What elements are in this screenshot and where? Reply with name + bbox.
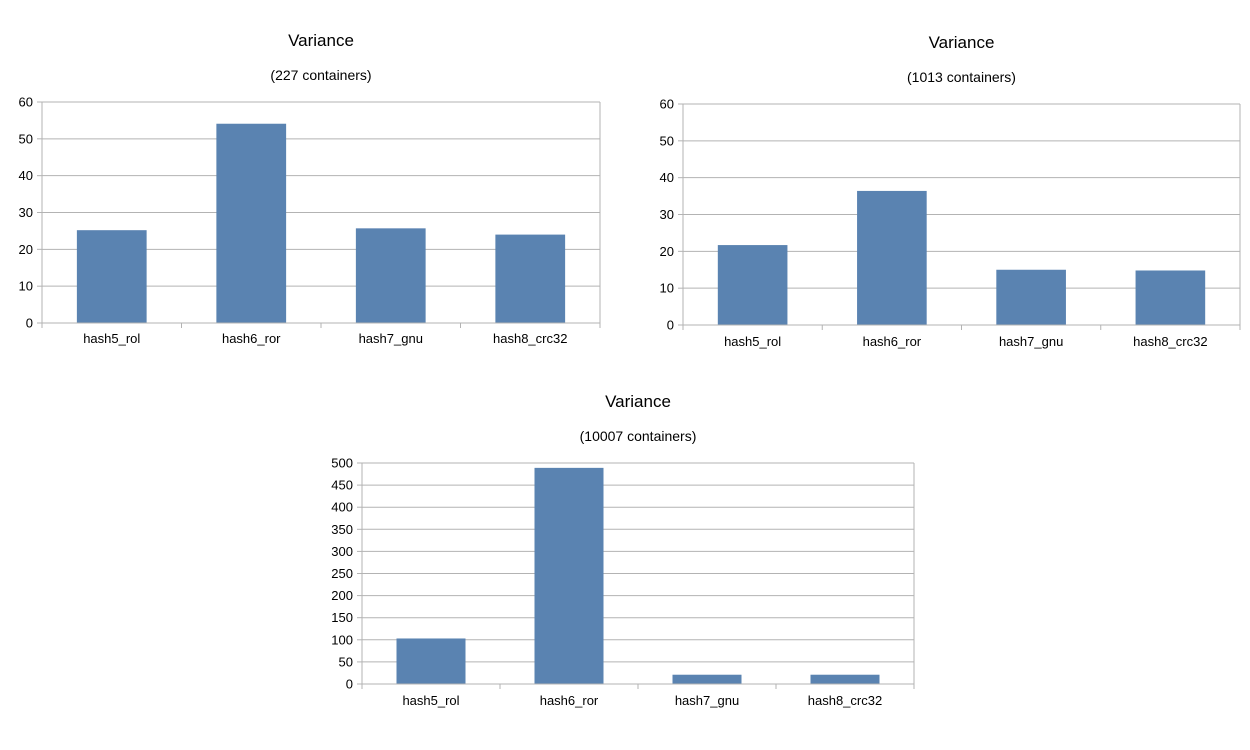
chart-1: Variance (227 containers) 0 10 20 30 40 50 60 has…: [19, 31, 601, 346]
bar-hash6_ror: [534, 467, 604, 684]
x-tick-label: hash5_rol: [83, 331, 140, 346]
y-tick-label: 20: [660, 244, 674, 259]
bar-hash7_gnu: [355, 228, 426, 323]
y-tick-label: 200: [331, 588, 353, 603]
chart-subtitle: (1013 containers): [907, 69, 1016, 85]
chart-title: Variance: [288, 31, 354, 50]
bar-hash5_rol: [396, 638, 466, 684]
x-tick-label: hash7_gnu: [675, 693, 739, 708]
bar-hash8_crc32: [1135, 270, 1206, 325]
y-tick-label: 30: [660, 207, 674, 222]
y-tick-label: 100: [331, 632, 353, 647]
bar-hash7_gnu: [996, 269, 1066, 325]
bar-hash8_crc32: [495, 234, 566, 323]
y-tick-label: 150: [331, 610, 353, 625]
y-tick-label: 20: [19, 242, 33, 257]
bar-hash8_crc32: [810, 674, 880, 684]
y-tick-label: 60: [660, 97, 674, 112]
y-tick-label: 10: [660, 281, 674, 296]
bar-hash5_rol: [717, 245, 788, 325]
y-tick-label: 450: [331, 478, 353, 493]
bar-hash6_ror: [216, 123, 287, 324]
x-tick-label: hash7_gnu: [359, 331, 423, 346]
y-tick-label: 250: [331, 566, 353, 581]
bar-hash5_rol: [76, 230, 147, 323]
y-tick-label: 0: [346, 677, 353, 692]
y-tick-label: 50: [660, 133, 674, 148]
chart-subtitle: (227 containers): [270, 67, 371, 83]
y-tick-label: 0: [26, 316, 33, 331]
y-tick-label: 300: [331, 544, 353, 559]
chart-title: Variance: [929, 33, 995, 52]
bar-hash6_ror: [857, 190, 927, 325]
x-tick-label: hash7_gnu: [999, 334, 1063, 349]
y-tick-label: 10: [19, 279, 33, 294]
x-tick-label: hash6_ror: [540, 693, 599, 708]
x-tick-label: hash5_rol: [402, 693, 459, 708]
y-tick-label: 50: [339, 654, 353, 669]
chart-3: Variance (10007 containers) 0 50 100 150 200 25…: [331, 392, 915, 708]
chart-2: Variance (1013 containers) 0 10 20 30 40 50 60 ha…: [660, 33, 1241, 349]
y-tick-label: 500: [331, 456, 353, 471]
y-tick-label: 350: [331, 522, 353, 537]
bar-hash7_gnu: [672, 674, 742, 684]
chart-subtitle: (10007 containers): [580, 428, 697, 444]
x-tick-label: hash8_crc32: [808, 693, 882, 708]
x-tick-label: hash6_ror: [222, 331, 281, 346]
x-tick-label: hash6_ror: [863, 334, 922, 349]
y-tick-label: 50: [19, 131, 33, 146]
y-tick-label: 30: [19, 205, 33, 220]
x-tick-label: hash5_rol: [724, 334, 781, 349]
y-tick-label: 40: [19, 168, 33, 183]
y-tick-label: 60: [19, 95, 33, 110]
x-tick-label: hash8_crc32: [493, 331, 567, 346]
y-tick-label: 0: [667, 318, 674, 333]
chart-title: Variance: [605, 392, 671, 411]
y-tick-label: 400: [331, 500, 353, 515]
x-tick-label: hash8_crc32: [1133, 334, 1207, 349]
y-tick-label: 40: [660, 170, 674, 185]
